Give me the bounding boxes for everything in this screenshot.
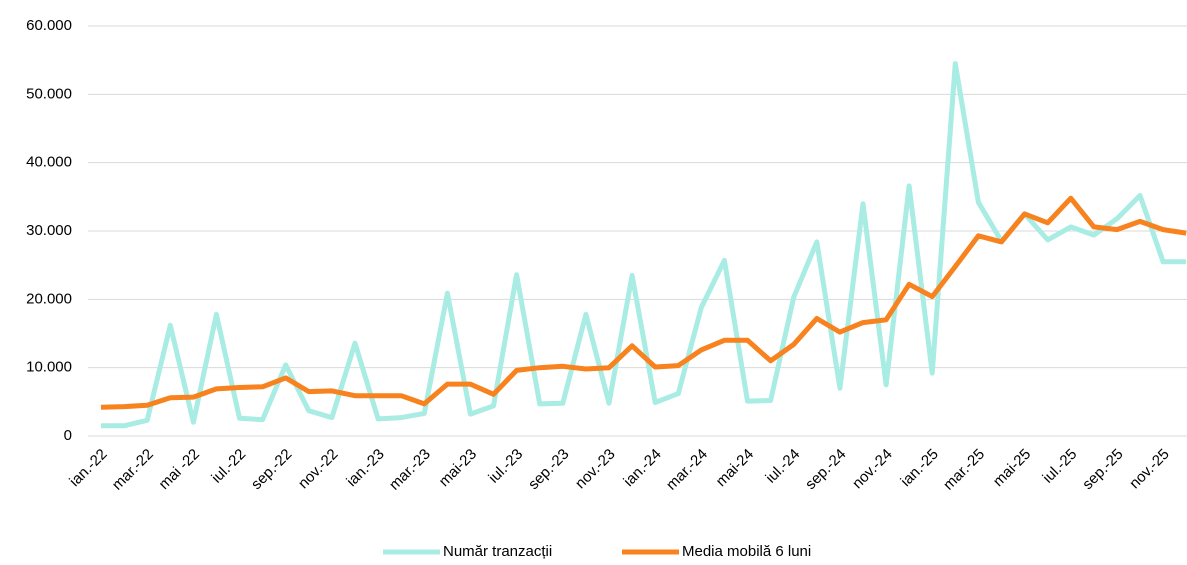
x-tick-label: sep.-24 — [802, 446, 849, 493]
x-tick-label: mai-23 — [436, 446, 480, 490]
x-tick-label: nov.-24 — [849, 446, 896, 493]
series-line — [101, 61, 1187, 429]
y-tick-label: 40.000 — [26, 154, 72, 171]
x-tick-label: iul.-24 — [762, 446, 803, 487]
x-tick-label: iul.-22 — [208, 446, 249, 487]
x-tick-label: ian.-25 — [897, 446, 941, 490]
x-tick-label: nov.-22 — [295, 446, 342, 493]
x-tick-label: mai -22 — [156, 446, 203, 493]
x-tick-label: mar.-23 — [386, 446, 434, 494]
x-tick-label: mar.-22 — [109, 446, 157, 494]
x-tick-label: ian.-23 — [343, 446, 387, 490]
x-tick-label: iul.-25 — [1040, 446, 1081, 487]
x-tick-label: mai-24 — [713, 446, 757, 490]
x-tick-label: sep.-25 — [1079, 446, 1126, 493]
x-tick-label: mai-25 — [990, 446, 1034, 490]
legend-label: Media mobilă 6 luni — [682, 543, 811, 560]
y-tick-label: 60.000 — [26, 17, 72, 34]
y-tick-label: 30.000 — [26, 222, 72, 239]
y-tick-label: 20.000 — [26, 290, 72, 307]
x-tick-label: ian.-22 — [66, 446, 110, 490]
x-tick-label: nov.-23 — [572, 446, 619, 493]
y-tick-label: 50.000 — [26, 85, 72, 102]
x-tick-label: nov.-25 — [1126, 446, 1173, 493]
legend-label: Număr tranzacții — [443, 543, 552, 560]
y-tick-label: 0 — [64, 427, 72, 444]
x-tick-label: mar.-24 — [663, 446, 711, 494]
x-tick-label: sep.-22 — [248, 446, 295, 493]
x-tick-label: iul.-23 — [485, 446, 526, 487]
y-tick-label: 10.000 — [26, 359, 72, 376]
x-tick-label: sep.-23 — [525, 446, 572, 493]
x-tick-label: ian.-24 — [620, 446, 664, 490]
x-tick-label: mar.-25 — [940, 446, 988, 494]
series-line — [100, 195, 1187, 410]
